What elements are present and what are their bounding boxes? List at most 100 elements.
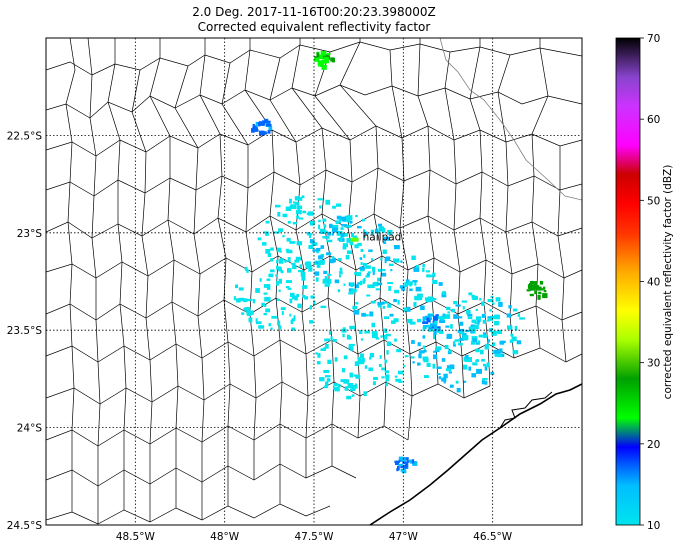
radar-echo-pixel: [422, 345, 425, 349]
radar-echo-pixel: [293, 201, 296, 204]
radar-echo-pixel: [387, 229, 393, 235]
radar-echo-pixel: [538, 291, 542, 295]
radar-echo-pixel: [261, 302, 265, 307]
radar-echo-pixel: [447, 311, 450, 314]
radar-echo-pixel: [537, 294, 541, 300]
radar-echo-pixel: [403, 457, 409, 461]
radar-echo-pixel: [353, 374, 358, 377]
radar-echo-pixel: [439, 319, 445, 323]
radar-echo-pixel: [339, 267, 343, 272]
radar-echo-pixel: [543, 290, 547, 293]
colorbar-tick-label: 70: [647, 33, 660, 45]
map-frame: [45, 37, 583, 526]
radar-echo-pixel: [472, 362, 478, 366]
radar-echo-pixel: [326, 239, 333, 243]
radar-echo-pixel: [533, 281, 538, 286]
radar-echo-pixel: [275, 204, 281, 208]
radar-echo-pixel: [360, 338, 364, 341]
radar-echo-pixel: [446, 306, 451, 311]
radar-echo-pixel: [407, 318, 413, 323]
radar-echo-pixel: [529, 293, 534, 297]
radar-echo-pixel: [274, 231, 280, 234]
radar-echo-pixel: [478, 334, 483, 338]
radar-echo-pixel: [456, 387, 461, 393]
radar-echo-pixel: [294, 196, 300, 201]
radar-echo-pixel: [409, 460, 414, 464]
radar-echo-pixel: [367, 271, 371, 274]
radar-echo-pixel: [471, 336, 478, 341]
radar-echo-pixel: [432, 279, 438, 284]
colorbar-tick-label: 20: [647, 439, 660, 451]
radar-echo-pixel: [394, 258, 400, 263]
radar-echo-pixel: [356, 272, 362, 277]
radar-echo-pixel: [372, 266, 376, 272]
radar-echo-pixel: [453, 301, 458, 305]
radar-echo-pixel: [468, 366, 471, 371]
radar-echo-pixel: [321, 64, 327, 70]
radar-echo-pixel: [264, 296, 270, 302]
radar-echo-pixel: [342, 245, 347, 250]
radar-echo-pixel: [471, 319, 477, 323]
radar-echo-pixel: [329, 258, 335, 264]
radar-echo-pixel: [334, 357, 338, 362]
x-tick-label: 47°W: [389, 531, 419, 543]
radar-echo-pixel: [514, 325, 518, 331]
radar-echo-pixel: [410, 356, 415, 359]
radar-echo-pixel: [404, 462, 409, 468]
radar-echo-pixel: [393, 258, 396, 263]
radar-echo-pixel: [416, 295, 422, 301]
radar-echo-pixel: [372, 333, 378, 339]
radar-echo-pixel: [427, 296, 431, 301]
radar-echo-pixel: [359, 257, 363, 260]
radar-echo-pixel: [479, 297, 482, 301]
radar-echo-pixel: [370, 229, 375, 235]
radar-echo-pixel: [481, 358, 485, 362]
radar-echo-pixel: [276, 298, 280, 301]
radar-echo-pixel: [468, 357, 472, 363]
radar-echo-pixel: [266, 284, 271, 289]
radar-echo-pixel: [306, 261, 311, 266]
radar-echo-pixel: [412, 361, 415, 364]
radar-echo-pixel: [341, 368, 345, 373]
radar-echo-pixel: [255, 129, 259, 132]
radar-echo-pixel: [442, 291, 446, 295]
radar-echo-pixel: [270, 247, 274, 251]
y-axis-tick-labels: 22.5°S 23°S 23.5°S 24°S 24.5°S: [7, 130, 43, 532]
radar-echo-pixel: [336, 215, 342, 220]
radar-echo-pixel: [287, 220, 291, 224]
radar-echo-pixel: [346, 395, 352, 400]
radar-echo-pixel: [332, 225, 339, 230]
radar-echo-pixel: [265, 249, 271, 254]
radar-echo-pixel: [352, 305, 358, 310]
radar-echo-pixel: [341, 224, 348, 227]
radar-echo-pixel: [326, 378, 331, 382]
radar-echo-pixel: [412, 461, 418, 466]
radar-echo-pixel: [454, 339, 461, 342]
radar-echo-pixel: [484, 366, 488, 371]
radar-echo-pixel: [316, 52, 320, 58]
radar-echo-pixel: [317, 198, 323, 201]
radar-echo-pixel: [280, 307, 286, 311]
radar-echo-pixel: [360, 353, 364, 358]
radar-echo-pixel: [327, 359, 332, 364]
radar-echo-pixel: [327, 278, 332, 284]
radar-echo-pixel: [509, 339, 514, 343]
radar-echo-pixel: [490, 315, 496, 319]
radar-echo-pixel: [455, 304, 461, 307]
radar-echo-pixel: [475, 348, 480, 353]
radar-echo-pixel: [322, 218, 327, 222]
radar-echo-pixel: [468, 326, 475, 331]
radar-echo-pixel: [330, 57, 335, 62]
radar-echo-pixel: [463, 380, 467, 383]
radar-echo-pixel: [360, 248, 364, 252]
radar-echo-pixel: [347, 383, 354, 388]
radar-echo-pixel: [355, 215, 358, 218]
radar-echo-pixel: [459, 321, 464, 326]
radar-echo-pixel: [351, 288, 357, 293]
radar-echo-pixel: [458, 342, 461, 346]
radar-echo-pixel: [494, 321, 499, 326]
radar-echo-pixel: [243, 307, 249, 311]
radar-echo-pixel: [382, 305, 385, 309]
radar-echo-pixel: [412, 280, 418, 283]
